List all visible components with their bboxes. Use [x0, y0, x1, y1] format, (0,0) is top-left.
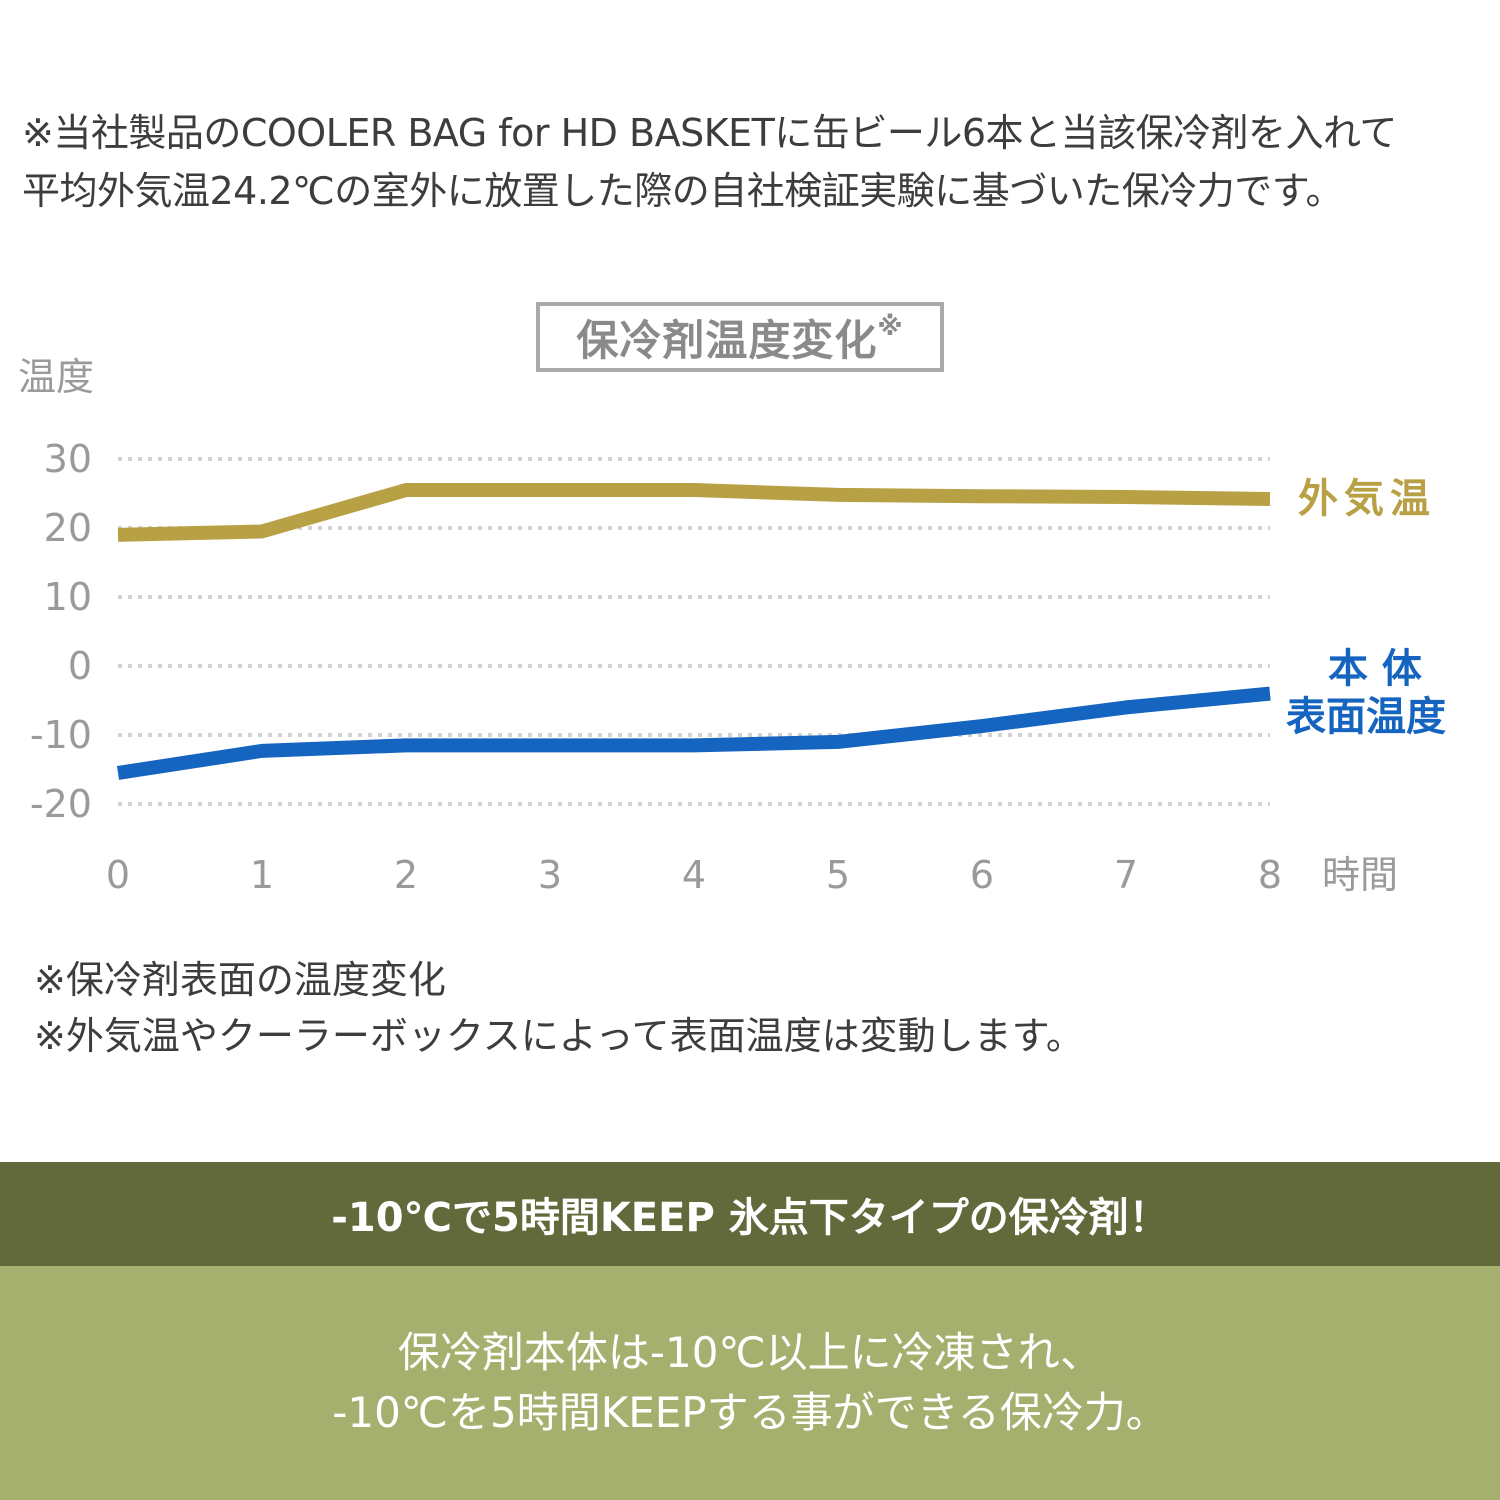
line-chart: 温度 30 20 10 0 -10 -20 0 1 2 3 4 5 6 7 8 時間 外気温 本 体 表面…	[18, 355, 1446, 897]
top-note: ※当社製品のCOOLER BAG for HD BASKETに缶ビール6本と当該…	[22, 104, 1492, 220]
x-tick-label: 8	[1258, 853, 1282, 897]
y-tick-label: 20	[44, 506, 92, 550]
x-tick-label: 3	[538, 853, 562, 897]
description-line-2: -10℃を5時間KEEPする事ができる保冷力。	[332, 1388, 1168, 1437]
y-tick-label: 0	[68, 644, 92, 688]
y-axis-label: 温度	[18, 355, 94, 399]
y-tick-label: -20	[30, 782, 92, 826]
x-tick-label: 6	[970, 853, 994, 897]
x-tick-label: 1	[250, 853, 274, 897]
series-line-body-temp	[116, 686, 1271, 780]
y-tick-label: 10	[44, 575, 92, 619]
y-tick-label: 30	[44, 437, 92, 481]
x-tick-labels: 0 1 2 3 4 5 6 7 8	[106, 853, 1282, 897]
chart-title-box: 保冷剤温度変化 ※	[536, 302, 944, 372]
y-tick-label: -10	[30, 713, 92, 757]
chart-title-mark: ※	[877, 312, 904, 342]
description-banner: 保冷剤本体は-10℃以上に冷凍され、 -10℃を5時間KEEPする事ができる保冷…	[0, 1266, 1500, 1500]
chart-title: 保冷剤温度変化	[576, 315, 878, 365]
top-note-line-2: 平均外気温24.2℃の室外に放置した際の自社検証実験に基づいた保冷力です。	[22, 169, 1344, 213]
x-tick-label: 7	[1114, 853, 1138, 897]
grid-lines	[118, 457, 1270, 806]
bottom-note-line-2: ※外気温やクーラーボックスによって表面温度は変動します。	[34, 1014, 1084, 1058]
chart: 保冷剤温度変化 ※ 温度 30 20 10 0 -10 -20 0 1 2 3 4 5 6 7 8 時間 外…	[0, 290, 1500, 930]
bottom-note-line-1: ※保冷剤表面の温度変化	[34, 958, 446, 1002]
bottom-note: ※保冷剤表面の温度変化 ※外気温やクーラーボックスによって表面温度は変動します。	[34, 952, 1084, 1064]
x-tick-label: 2	[394, 853, 418, 897]
headline-banner: -10℃で5時間KEEP 氷点下タイプの保冷剤！	[0, 1162, 1500, 1266]
x-tick-label: 0	[106, 853, 130, 897]
x-tick-label: 5	[826, 853, 850, 897]
series-lines	[116, 483, 1271, 780]
description-line-1: 保冷剤本体は-10℃以上に冷凍され、	[397, 1328, 1103, 1377]
y-tick-labels: 30 20 10 0 -10 -20	[30, 437, 92, 826]
series-line-outside-temp	[117, 483, 1271, 542]
top-note-line-1: ※当社製品のCOOLER BAG for HD BASKETに缶ビール6本と当該…	[22, 111, 1397, 155]
x-tick-label: 4	[682, 853, 706, 897]
series-label-body-temp-line-1: 本 体	[1328, 646, 1422, 692]
x-axis-label: 時間	[1322, 853, 1398, 897]
series-label-body-temp-line-2: 表面温度	[1286, 694, 1446, 740]
series-label-outside-temp: 外気温	[1298, 476, 1436, 522]
